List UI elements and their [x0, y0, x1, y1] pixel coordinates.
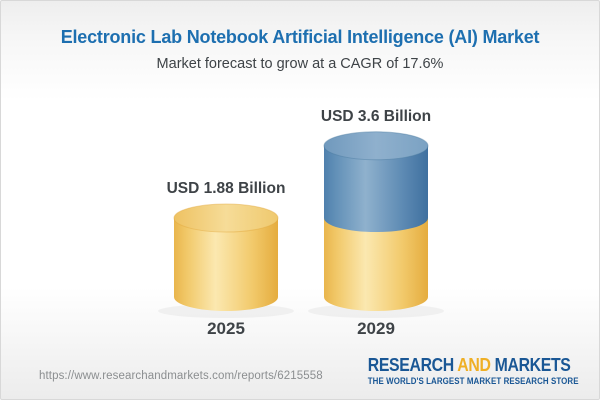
year-label-2029: 2029	[357, 319, 395, 338]
cylinder-segment-gold	[174, 218, 278, 311]
logo-word-markets: MARKETS	[495, 355, 571, 375]
cylinder-top-cap	[323, 131, 429, 161]
logo-tagline: THE WORLD'S LARGEST MARKET RESEARCH STOR…	[368, 375, 579, 386]
cylinder-2025	[173, 203, 279, 311]
research-and-markets-logo[interactable]: RESEARCH AND MARKETS THE WORLD'S LARGEST…	[368, 356, 579, 386]
report-url-link[interactable]: https://www.researchandmarkets.com/repor…	[39, 370, 323, 382]
year-label-2025: 2025	[207, 319, 245, 338]
page-title: Electronic Lab Notebook Artificial Intel…	[60, 27, 540, 47]
cylinder-segment-blue	[324, 145, 428, 233]
page-subtitle: Market forecast to grow at a CAGR of 17.…	[156, 56, 444, 72]
logo-word-research: RESEARCH	[368, 355, 455, 375]
logo-word-and: AND	[457, 355, 492, 375]
cylinder-2029	[323, 131, 429, 311]
value-label-2029: USD 3.6 Billion	[321, 108, 431, 125]
value-label-2025: USD 1.88 Billion	[167, 180, 286, 197]
logo-wordmark: RESEARCH AND MARKETS	[368, 356, 579, 375]
cylinder-segment-gold	[324, 218, 428, 311]
cylinder-top-cap	[173, 203, 279, 233]
